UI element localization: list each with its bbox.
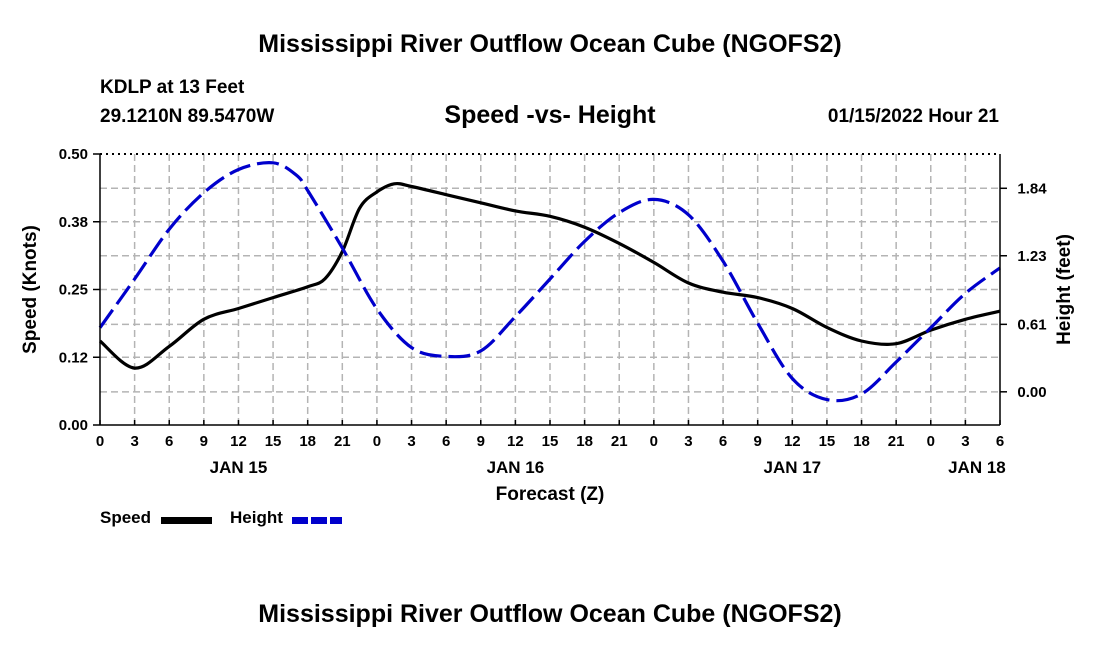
- legend-speed-swatch: [161, 517, 212, 524]
- legend-height-swatch: [292, 517, 342, 524]
- legend-height-label: Height: [230, 508, 283, 527]
- y-tick-label: 0.12: [59, 349, 88, 366]
- x-tick-label: 21: [888, 433, 905, 450]
- station-label: KDLP at 13 Feet: [100, 77, 245, 98]
- x-tick-label: 18: [853, 433, 870, 450]
- x-tick-label: 6: [719, 433, 727, 450]
- x-tick-label: 3: [684, 433, 692, 450]
- speed-height-chart: 0 3 6 9 12 15 18 21 0 3 6 9 12 15 18 21 0 3 6 9 12 15 18 21 0 3 6 J…: [20, 146, 1075, 505]
- x-tick-label: 21: [334, 433, 351, 450]
- speed-series-line: [98, 181, 1001, 370]
- date-label: JAN 16: [487, 458, 545, 477]
- chart-subtitle: Speed -vs- Height: [444, 101, 656, 129]
- x-tick-label: 15: [819, 433, 836, 450]
- x-tick-label: 3: [961, 433, 969, 450]
- x-tick-label: 3: [407, 433, 415, 450]
- x-tick-label: 0: [373, 433, 381, 450]
- series-layer: [98, 161, 1001, 403]
- y-tick-label: 0.38: [59, 214, 88, 231]
- x-tick-label: 9: [754, 433, 762, 450]
- x-tick-label: 15: [542, 433, 559, 450]
- x-tick-label: 6: [442, 433, 450, 450]
- legend-speed-label: Speed: [100, 508, 152, 527]
- y-axis-title: Speed (Knots): [20, 225, 41, 354]
- x-tick-label: 0: [96, 433, 104, 450]
- y2-tick-label: 1.84: [1017, 180, 1047, 197]
- y-tick-label: 0.50: [59, 146, 88, 163]
- y2-axis-title: Height (feet): [1054, 234, 1075, 345]
- chart-title: Mississippi River Outflow Ocean Cube (NG…: [258, 30, 842, 58]
- y-tick-label: 0.00: [59, 417, 88, 434]
- coordinates-label: 29.1210N 89.5470W: [100, 106, 275, 127]
- x-tick-label: 12: [784, 433, 801, 450]
- x-tick-label: 12: [507, 433, 524, 450]
- y-tick-label: 0.25: [59, 282, 88, 299]
- x-tick-label: 21: [611, 433, 628, 450]
- date-label: JAN 18: [948, 458, 1006, 477]
- forecast-datetime: 01/15/2022 Hour 21: [827, 106, 999, 127]
- x-tick-label: 0: [650, 433, 658, 450]
- axis-layer: 0 3 6 9 12 15 18 21 0 3 6 9 12 15 18 21 0 3 6 9 12 15 18 21 0 3 6 J…: [20, 146, 1075, 505]
- y2-tick-label: 0.00: [1017, 384, 1046, 401]
- x-axis-title: Forecast (Z): [496, 484, 605, 505]
- x-tick-label: 9: [477, 433, 485, 450]
- x-tick-label: 18: [299, 433, 316, 450]
- grid-layer: [100, 154, 1000, 425]
- height-series-line: [98, 161, 1001, 403]
- date-label: JAN 15: [210, 458, 268, 477]
- x-tick-label: 18: [576, 433, 593, 450]
- footer-title: Mississippi River Outflow Ocean Cube (NG…: [258, 600, 842, 628]
- x-tick-label: 0: [927, 433, 935, 450]
- x-tick-label: 6: [996, 433, 1004, 450]
- y2-tick-label: 0.61: [1017, 316, 1046, 333]
- x-tick-label: 9: [200, 433, 208, 450]
- x-tick-label: 12: [230, 433, 247, 450]
- x-tick-label: 3: [130, 433, 138, 450]
- y2-tick-label: 1.23: [1017, 248, 1046, 265]
- x-tick-label: 6: [165, 433, 173, 450]
- x-tick-label: 15: [265, 433, 282, 450]
- date-label: JAN 17: [763, 458, 821, 477]
